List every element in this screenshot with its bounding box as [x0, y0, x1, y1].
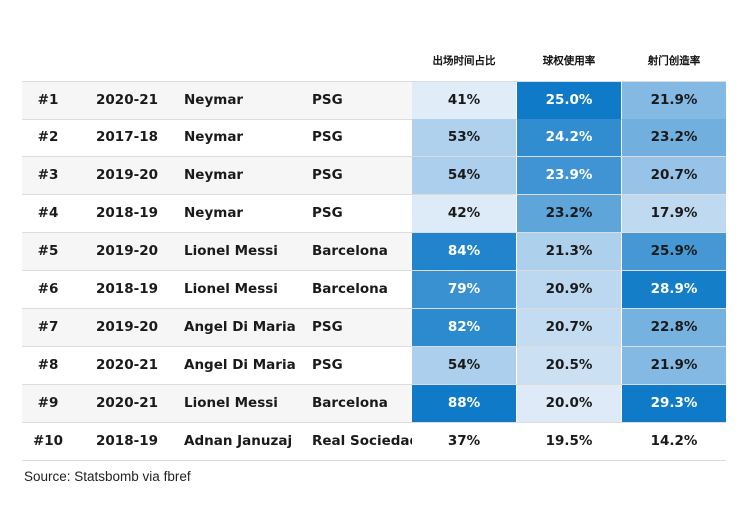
season-cell: 2018-19	[96, 433, 158, 449]
player-cell: Adnan Januzaj	[184, 433, 293, 449]
metric-cell: 20.7%	[622, 157, 726, 194]
metric-cell: 14.2%	[622, 423, 726, 460]
metric-cell: 41%	[412, 82, 516, 119]
team-cell: Barcelona	[312, 395, 388, 411]
metric-cell: 28.9%	[622, 271, 726, 308]
metric-cell: 21.3%	[517, 233, 621, 270]
metric-cell: 82%	[412, 309, 516, 346]
metric-cell: 23.9%	[517, 157, 621, 194]
row-background	[22, 82, 412, 119]
team-cell: PSG	[312, 205, 343, 221]
row-background	[22, 157, 412, 194]
metric-cell: 21.9%	[622, 82, 726, 119]
player-cell: Neymar	[184, 167, 244, 183]
metric-cell: 23.2%	[622, 119, 726, 156]
metric-cell: 24.2%	[517, 119, 621, 156]
season-cell: 2020-21	[96, 395, 158, 411]
metric-cell: 23.2%	[517, 195, 621, 232]
metric-cell: 88%	[412, 385, 516, 422]
player-cell: Neymar	[184, 129, 244, 145]
season-cell: 2020-21	[96, 92, 158, 108]
team-cell: PSG	[312, 319, 343, 335]
table-row: #2 2017-18 Neymar PSG 53% 24.2% 23.2%	[22, 119, 726, 157]
row-background	[22, 385, 412, 422]
rank-cell: #7	[37, 319, 59, 335]
table-row: #4 2018-19 Neymar PSG 42% 23.2% 17.9%	[22, 195, 726, 233]
table-row: #8 2020-21 Angel Di Maria PSG 54% 20.5% 21.9%	[22, 347, 726, 385]
metric-cell: 29.3%	[622, 385, 726, 422]
player-cell: Neymar	[184, 205, 244, 221]
season-cell: 2017-18	[96, 129, 158, 145]
team-cell: Barcelona	[312, 281, 388, 297]
rank-cell: #6	[37, 281, 59, 297]
column-header: 球权使用率	[542, 55, 596, 67]
metric-cell: 22.8%	[622, 309, 726, 346]
team-cell: PSG	[312, 129, 343, 145]
rank-cell: #10	[32, 433, 64, 449]
row-background	[22, 233, 412, 270]
rank-cell: #4	[37, 205, 59, 221]
metric-cell: 84%	[412, 233, 516, 270]
metric-cell: 79%	[412, 271, 516, 308]
team-cell: Real Sociedad	[312, 433, 420, 449]
season-cell: 2019-20	[96, 167, 158, 183]
rank-cell: #5	[37, 243, 59, 259]
metric-cell: 25.0%	[517, 82, 621, 119]
metric-cell: 53%	[412, 119, 516, 156]
team-cell: PSG	[312, 92, 343, 108]
metric-cell: 20.7%	[517, 309, 621, 346]
rank-cell: #9	[37, 395, 59, 411]
season-cell: 2018-19	[96, 205, 158, 221]
rank-cell: #8	[37, 357, 59, 373]
table-row: #6 2018-19 Lionel Messi Barcelona 79% 20.9% 28…	[22, 271, 726, 309]
metric-cell: 37%	[412, 423, 516, 460]
player-cell: Angel Di Maria	[184, 357, 296, 373]
row-background	[22, 309, 412, 346]
team-cell: PSG	[312, 357, 343, 373]
metric-cell: 20.9%	[517, 271, 621, 308]
metric-cell: 20.0%	[517, 385, 621, 422]
metric-cell: 25.9%	[622, 233, 726, 270]
player-cell: Lionel Messi	[184, 395, 278, 411]
team-cell: PSG	[312, 167, 343, 183]
metric-cell: 19.5%	[517, 423, 621, 460]
metric-cell: 54%	[412, 157, 516, 194]
metric-cell: 17.9%	[622, 195, 726, 232]
season-cell: 2019-20	[96, 319, 158, 335]
column-header: 出场时间占比	[432, 55, 496, 67]
table-row: #5 2019-20 Lionel Messi Barcelona 84% 21.3% 25…	[22, 233, 726, 271]
player-cell: Angel Di Maria	[184, 319, 296, 335]
metric-cell: 42%	[412, 195, 516, 232]
metric-cell: 21.9%	[622, 347, 726, 384]
column-header: 射门创造率	[647, 55, 701, 67]
rank-cell: #2	[37, 129, 59, 145]
player-cell: Lionel Messi	[184, 281, 278, 297]
rank-cell: #3	[37, 167, 59, 183]
season-cell: 2019-20	[96, 243, 158, 259]
table-row: #1 2020-21 Neymar PSG 41% 25.0% 21.9%	[22, 81, 726, 120]
rank-cell: #1	[37, 92, 59, 108]
table-row: #3 2019-20 Neymar PSG 54% 23.9% 20.7%	[22, 157, 726, 195]
table-row: #9 2020-21 Lionel Messi Barcelona 88% 20.0% 29…	[22, 385, 726, 423]
metric-cell: 20.5%	[517, 347, 621, 384]
team-cell: Barcelona	[312, 243, 388, 259]
season-cell: 2020-21	[96, 357, 158, 373]
player-cell: Neymar	[184, 92, 244, 108]
metric-cell: 54%	[412, 347, 516, 384]
table-row: #7 2019-20 Angel Di Maria PSG 82% 20.7% 22.8%	[22, 309, 726, 347]
player-cell: Lionel Messi	[184, 243, 278, 259]
season-cell: 2018-19	[96, 281, 158, 297]
table-row: #10 2018-19 Adnan Januzaj Real Sociedad 37% 1…	[22, 423, 726, 461]
source-note: Source: Statsbomb via fbref	[24, 469, 191, 484]
